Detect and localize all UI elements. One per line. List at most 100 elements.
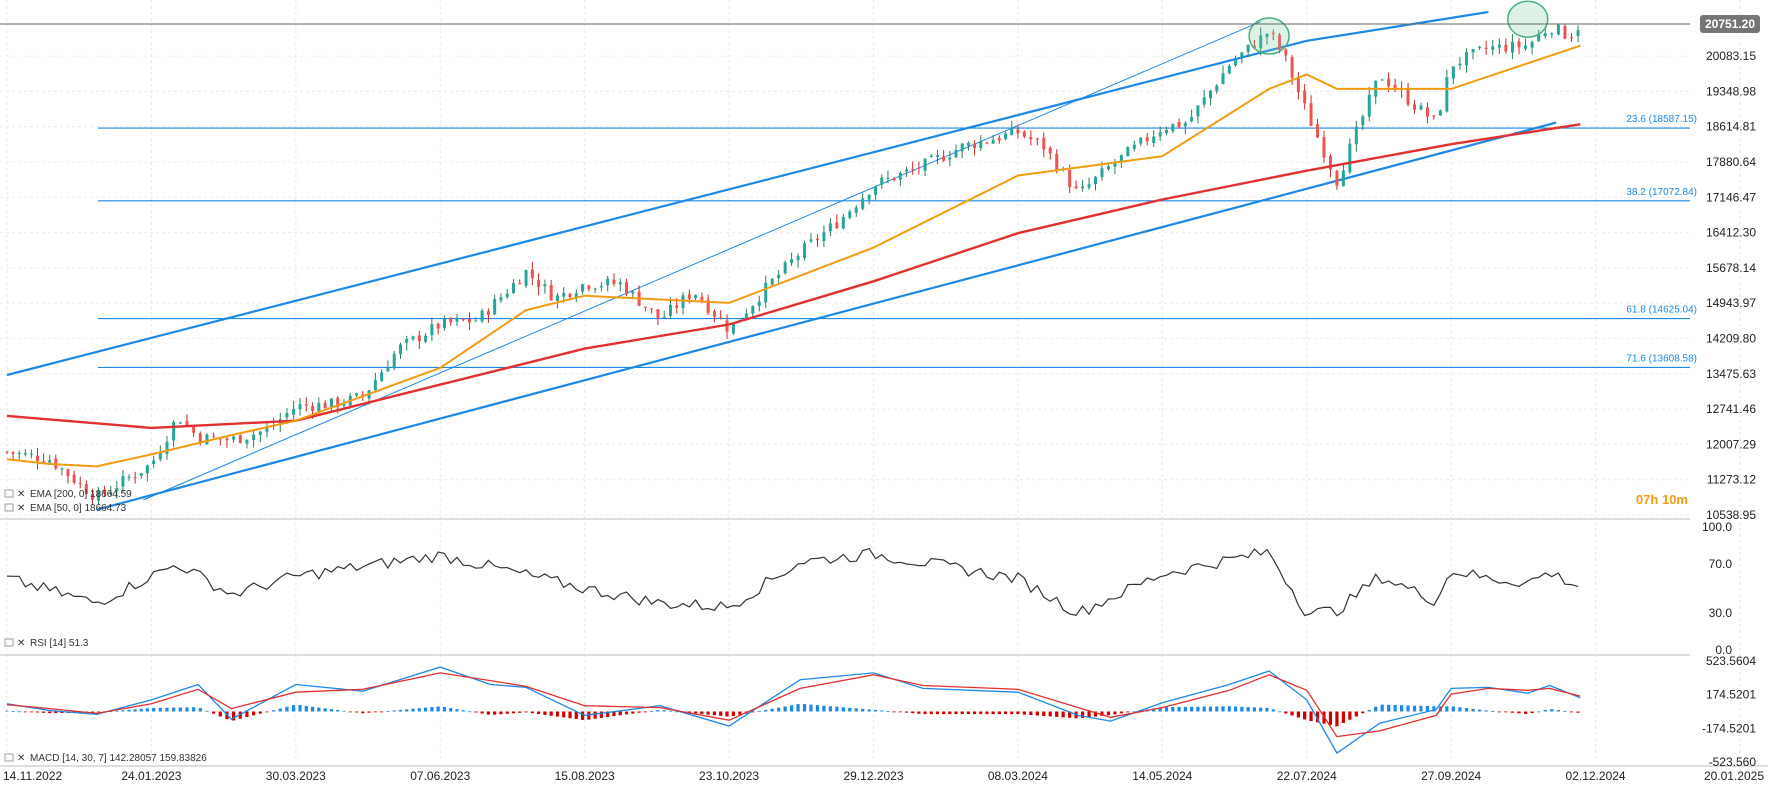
ema-50-legend: EMA [50, 0] 18664.73 <box>30 503 127 514</box>
candle-body <box>1081 186 1085 189</box>
macd-histogram-bar <box>336 709 340 712</box>
candle-body <box>165 441 169 454</box>
price-axis-tick-label: 14209.80 <box>1706 331 1756 345</box>
candle-body <box>311 406 315 411</box>
macd-histogram-bar <box>329 709 334 712</box>
price-axis-tick-label: 10538.95 <box>1706 508 1756 522</box>
candle-body <box>815 238 819 241</box>
macd-histogram-bar <box>1497 711 1501 713</box>
candle-body <box>935 155 939 157</box>
candle-body <box>764 282 768 303</box>
candle-body <box>1296 76 1300 93</box>
macd-histogram-bar <box>1530 711 1534 714</box>
macd-histogram-bar <box>593 711 597 719</box>
macd-histogram-bar <box>997 711 1001 715</box>
macd-histogram-bar <box>1406 705 1410 712</box>
candle-body <box>323 402 327 409</box>
candle-body <box>783 262 787 274</box>
candle-body <box>593 288 597 290</box>
macd-histogram-bar <box>809 704 813 712</box>
macd-histogram-bar <box>1196 706 1200 712</box>
macd-panel[interactable] <box>5 666 1581 754</box>
macd-histogram-bar <box>822 705 826 712</box>
macd-histogram-bar <box>133 709 137 712</box>
candle-body <box>1419 105 1423 110</box>
rsi-axis-tick-label: 30.0 <box>1709 606 1733 620</box>
price-axis-tick-label: 17880.64 <box>1706 155 1756 169</box>
candle-body <box>486 311 490 315</box>
candle-body <box>42 461 46 463</box>
candle-body <box>11 452 15 454</box>
candle-body <box>205 434 209 445</box>
legend-menu-icon <box>4 489 14 498</box>
price-axis-tick-label: 11273.12 <box>1707 473 1756 487</box>
candle-body <box>770 279 774 285</box>
macd-histogram-bar <box>1177 706 1181 712</box>
candle-body <box>1322 137 1326 158</box>
candle-body <box>790 259 794 264</box>
date-axis-tick-label: 20.01.2025 <box>1704 769 1764 783</box>
candle-body <box>1113 162 1117 167</box>
macd-histogram-bar <box>1068 711 1072 718</box>
candle-body <box>1042 137 1046 150</box>
candle-body <box>1425 107 1429 117</box>
candle-body <box>1576 30 1580 36</box>
macd-histogram-bar <box>612 711 616 717</box>
macd-histogram-bar <box>802 704 807 712</box>
macd-histogram-bar <box>1119 711 1123 714</box>
candle-body <box>1570 37 1574 39</box>
price-panel[interactable]: 23.6 (18587.15) 38.2 (17072.84) 61.8 (1462… <box>0 0 1760 511</box>
macd-histogram-bar <box>1432 706 1436 712</box>
candle-body <box>803 243 807 258</box>
candle-body <box>1221 73 1225 85</box>
price-axis-tick-label: 17146.47 <box>1706 190 1756 204</box>
candle-body <box>48 460 52 463</box>
candle-body <box>238 435 242 443</box>
macd-histogram-bar <box>232 711 236 721</box>
candle-body <box>252 434 256 441</box>
macd-histogram-bar <box>650 710 654 712</box>
macd-histogram-bar <box>17 711 21 713</box>
legend-menu-icon <box>4 753 14 762</box>
candle-body <box>1464 52 1468 66</box>
macd-histogram-bar <box>461 710 465 712</box>
macd-histogram-bar <box>361 711 365 714</box>
candle-body <box>719 317 723 319</box>
macd-histogram-bar <box>1183 706 1187 712</box>
macd-histogram-bar <box>1061 711 1065 718</box>
candle-body <box>36 455 40 462</box>
candle-body <box>304 404 308 406</box>
candle-body <box>1556 24 1560 35</box>
candle-body <box>1303 90 1307 104</box>
candle-body <box>1048 147 1052 154</box>
candle-body <box>757 301 761 306</box>
candle-body <box>1530 42 1534 48</box>
candle-body <box>777 274 781 279</box>
macd-signal-line <box>6 672 1581 738</box>
candle-body <box>841 216 845 229</box>
candle-body <box>109 491 113 495</box>
macd-histogram-bar <box>935 711 940 715</box>
date-axis-tick-label: 23.10.2023 <box>699 769 759 783</box>
candle-body <box>854 207 858 213</box>
macd-histogram-bar <box>815 705 820 712</box>
candle-body <box>880 177 884 185</box>
macd-histogram-bar <box>35 711 40 713</box>
rsi-legend: RSI [14] 51.3 <box>30 638 89 649</box>
macd-histogram-bar <box>342 710 346 712</box>
macd-histogram-bar <box>1029 711 1033 716</box>
macd-histogram-bar <box>292 705 296 712</box>
last-price-value: 20751.20 <box>1705 17 1755 31</box>
macd-histogram-bar <box>898 711 902 713</box>
macd-histogram-bar <box>562 711 566 718</box>
candle-body <box>245 439 249 444</box>
macd-histogram-bar <box>656 710 660 712</box>
candle-body <box>867 194 871 200</box>
candle-body <box>942 156 946 161</box>
candle-body <box>1240 52 1244 59</box>
candle-body <box>258 431 262 435</box>
macd-histogram-bar <box>518 711 522 713</box>
rsi-panel[interactable] <box>6 548 1579 617</box>
macd-histogram-bar <box>392 710 396 712</box>
